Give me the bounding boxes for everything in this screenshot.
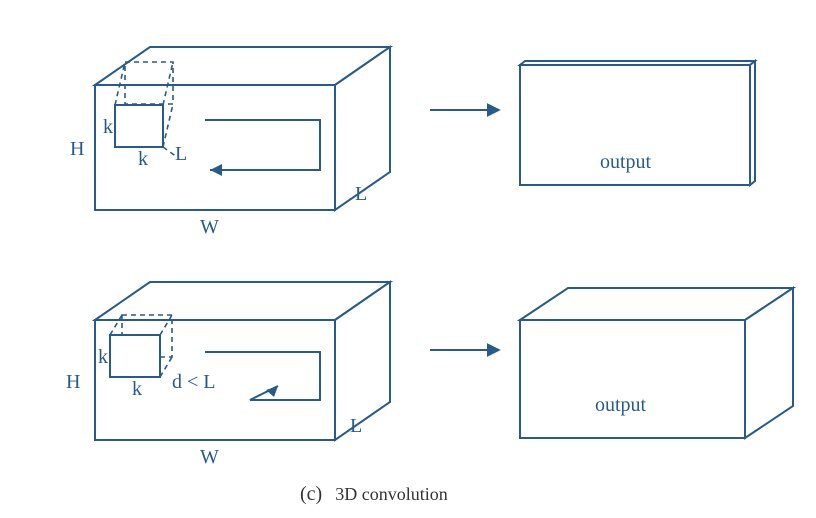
label-W-top: W xyxy=(200,216,219,238)
label-H-top: H xyxy=(70,138,84,160)
label-H-bot: H xyxy=(66,371,80,393)
caption: (c) 3D convolution xyxy=(300,483,448,505)
label-Lside-bot: L xyxy=(350,415,362,437)
bottom-output-label: output xyxy=(595,394,647,416)
label-kbot-top: k xyxy=(138,148,148,170)
label-kleft-bot: k xyxy=(98,346,108,368)
diagram-3d-convolution: H W L L k k output H W L k k d < L outpu… xyxy=(0,0,816,518)
label-Lside-top: L xyxy=(355,183,367,205)
bottom-row: H W L k k d < L output xyxy=(66,282,793,468)
label-kbot-bot: k xyxy=(132,378,142,400)
label-kleft-top: k xyxy=(103,116,113,138)
top-output-label: output xyxy=(600,151,652,173)
caption-text: 3D convolution xyxy=(335,484,448,504)
label-d-bot: d < L xyxy=(172,371,216,393)
bottom-output xyxy=(520,288,793,438)
label-Ltop-top: L xyxy=(175,143,187,165)
top-row: H W L L k k output xyxy=(70,47,755,238)
caption-paren: (c) xyxy=(300,483,322,505)
label-W-bot: W xyxy=(200,446,219,468)
